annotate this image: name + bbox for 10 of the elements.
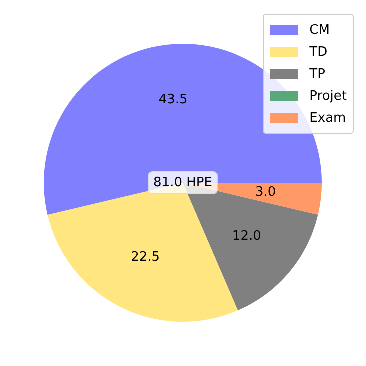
- data-label: 43.5: [158, 92, 188, 108]
- legend-label: TP: [308, 66, 326, 84]
- text: 81.0 HPE: [154, 175, 212, 190]
- data-label: 22.5: [131, 250, 160, 265]
- legend-label: CM: [308, 22, 331, 40]
- data-label: 12.0: [232, 228, 262, 244]
- data-label: 3.0: [255, 185, 276, 200]
- legend-label: Projet: [308, 88, 347, 106]
- legend-label: TD: [308, 44, 329, 62]
- legend-label: Exam: [308, 110, 347, 128]
